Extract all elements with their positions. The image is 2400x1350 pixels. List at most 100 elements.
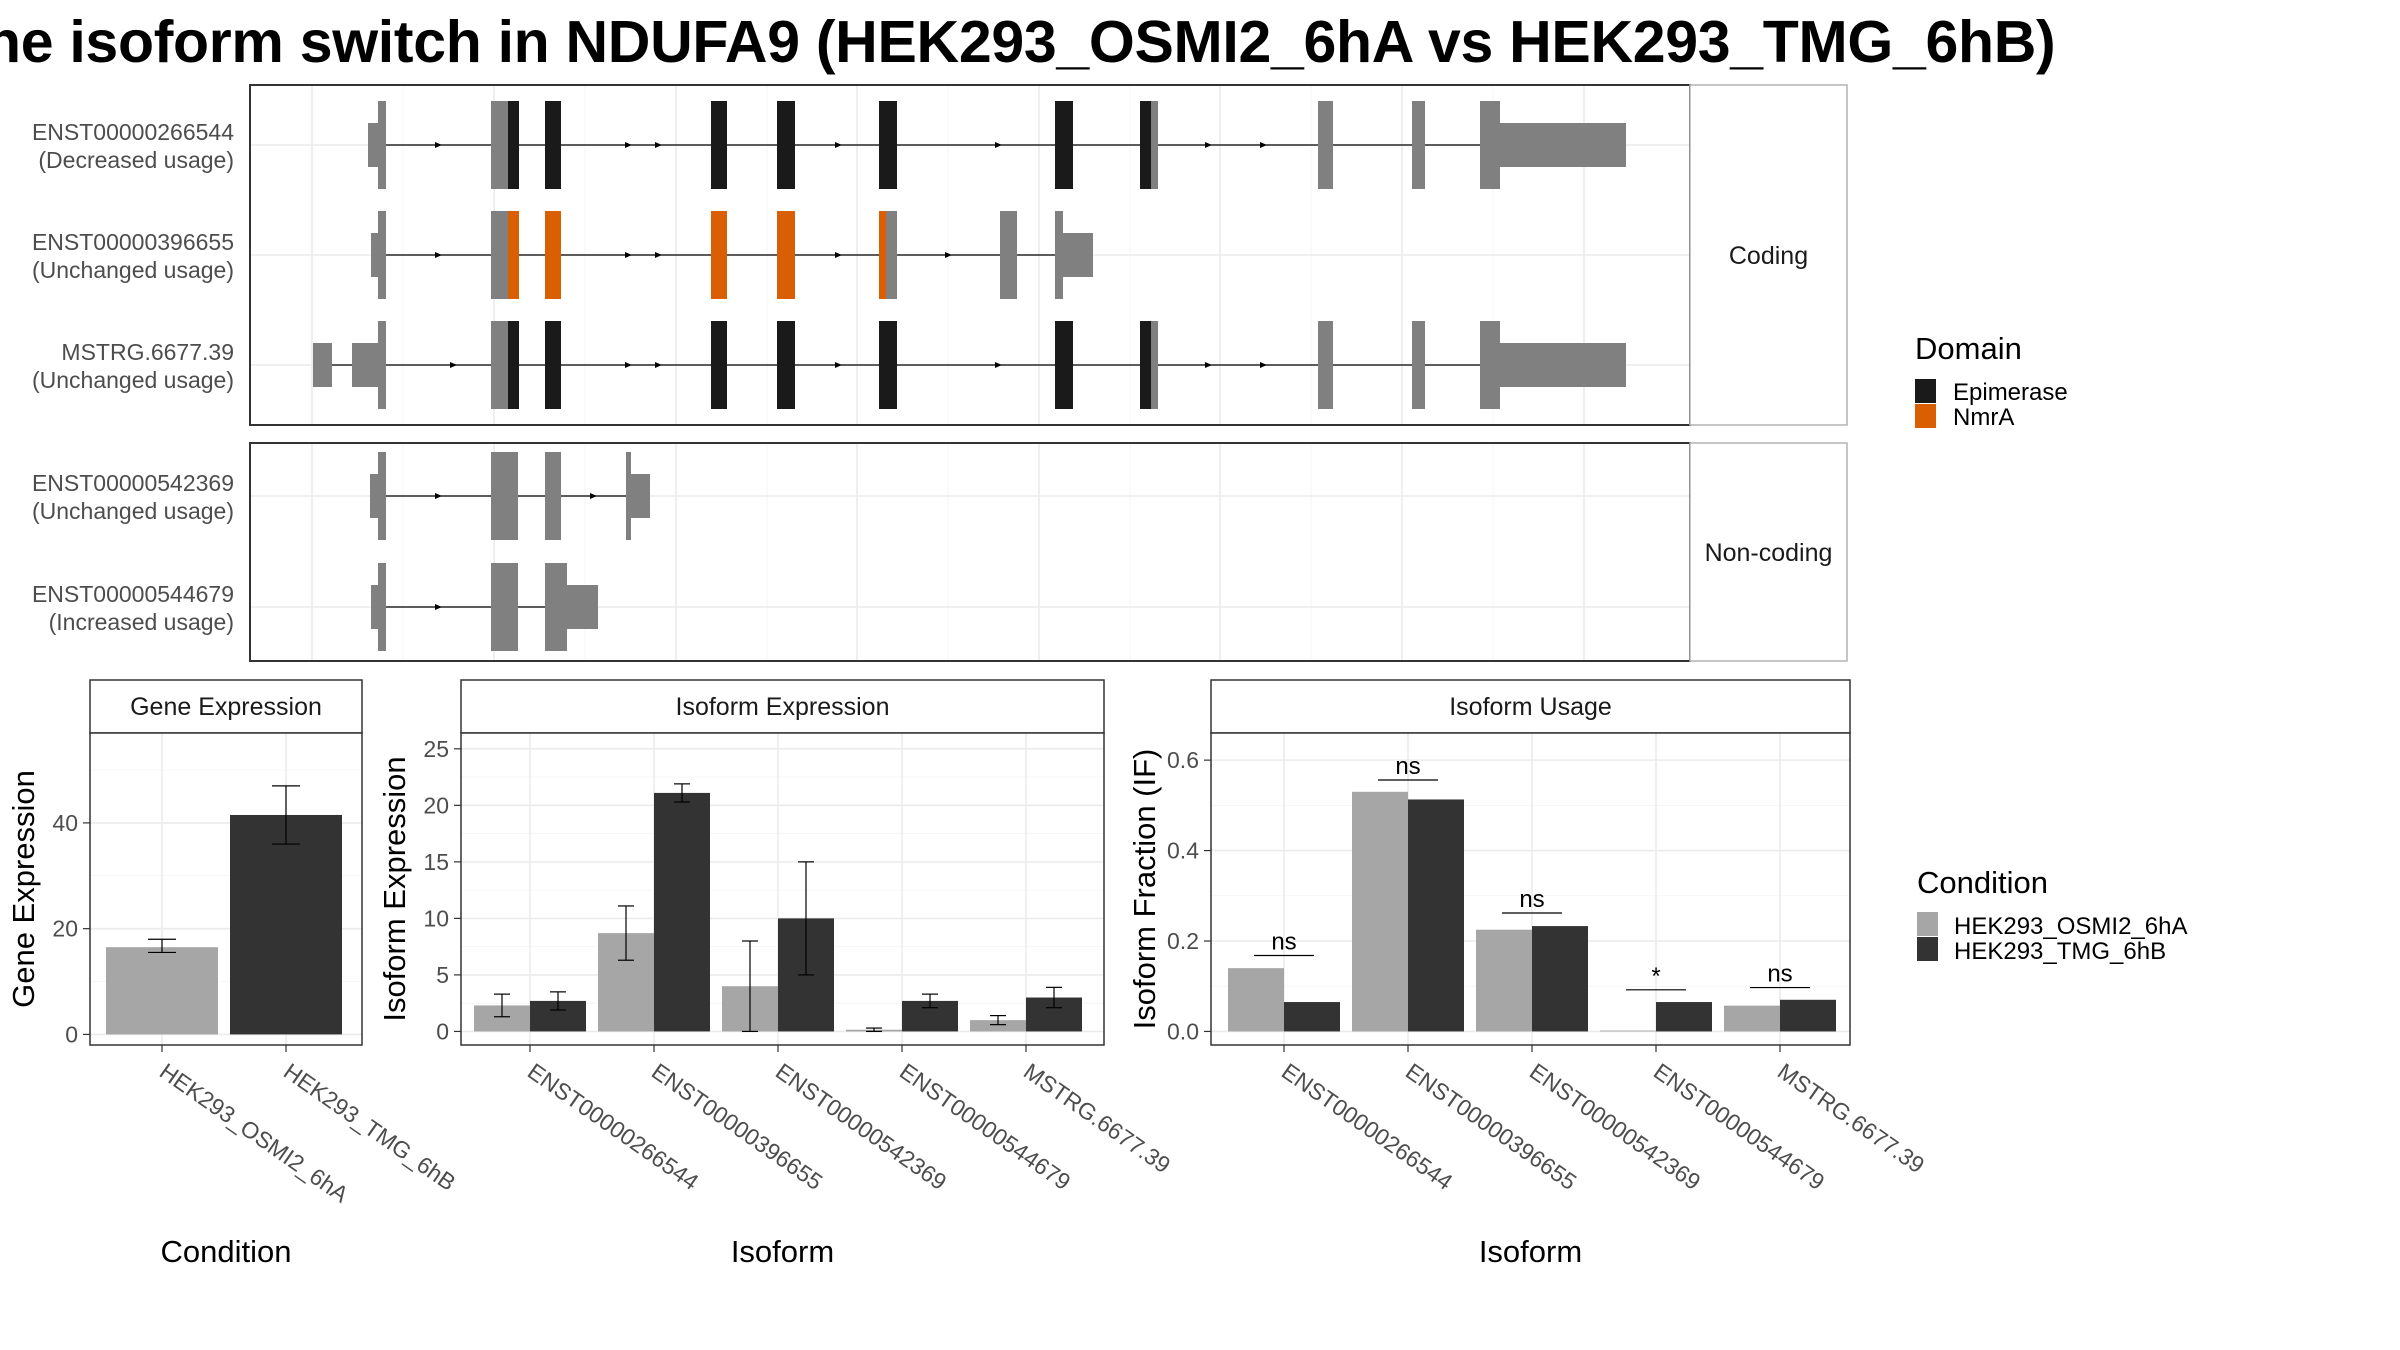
y-tick-label: 0 xyxy=(65,1021,78,1047)
x-axis-title: Isoform xyxy=(1479,1234,1582,1269)
intron-arrow xyxy=(625,142,632,148)
bar xyxy=(1724,1005,1780,1032)
panel-border xyxy=(460,732,1105,1046)
exon-noncoding xyxy=(378,211,386,299)
isoform-usage-label: (Unchanged usage) xyxy=(32,367,234,393)
intron-arrow xyxy=(835,362,842,368)
intron-arrow xyxy=(435,604,442,610)
intron-arrow xyxy=(945,252,952,258)
y-tick-label: 20 xyxy=(423,792,449,818)
exon-domain xyxy=(1055,101,1073,189)
intron-arrow xyxy=(835,142,842,148)
intron-arrow xyxy=(435,252,442,258)
exon-noncoding xyxy=(1318,321,1333,409)
panel-border xyxy=(1210,732,1851,1046)
intron-arrow xyxy=(625,252,632,258)
intron-arrow xyxy=(995,142,1002,148)
bar xyxy=(970,1020,1026,1032)
transcript-track xyxy=(313,321,1626,409)
isoform-usage-label: (Unchanged usage) xyxy=(32,257,234,283)
exon-noncoding xyxy=(1318,101,1333,189)
exon-noncoding xyxy=(631,474,650,518)
legend-label: Epimerase xyxy=(1953,379,2068,406)
exon-noncoding xyxy=(567,585,598,629)
transcript-track xyxy=(368,101,1626,189)
legend-swatch xyxy=(1917,912,1938,936)
significance-label: ns xyxy=(1395,753,1420,780)
y-tick-label: 0.2 xyxy=(1167,928,1199,954)
exon-noncoding xyxy=(1480,101,1500,189)
exon-noncoding xyxy=(313,343,332,387)
exon-noncoding xyxy=(886,211,897,299)
intron-arrow xyxy=(590,493,597,499)
y-tick-label: 5 xyxy=(436,962,449,988)
bar-panel-isoform-expression: Isoform Expression0510152025ENST00000266… xyxy=(377,679,1175,1269)
legend-label: NmrA xyxy=(1953,404,2014,431)
y-axis-title: Gene Expression xyxy=(6,770,41,1008)
isoform-id-label: ENST00000544679 xyxy=(32,581,234,607)
transcript-panel-non-coding: Non-coding ENST00000542369(Unchanged usag… xyxy=(32,442,1848,662)
exon-domain xyxy=(879,211,886,299)
y-tick-label: 10 xyxy=(423,905,449,931)
intron-arrow xyxy=(1205,142,1212,148)
exon-noncoding xyxy=(491,563,518,651)
exon-domain xyxy=(508,321,519,409)
exon-noncoding xyxy=(1000,211,1017,299)
legend-label: HEK293_OSMI2_6hA xyxy=(1954,913,2187,940)
transcript-panel-coding: Coding ENST00000266544(Decreased usage) EN… xyxy=(32,84,1848,426)
bar xyxy=(1656,1002,1712,1032)
intron-arrow xyxy=(450,362,457,368)
exon-noncoding xyxy=(1500,123,1626,167)
exon-domain xyxy=(711,321,727,409)
exon-domain xyxy=(1055,321,1073,409)
exon-noncoding xyxy=(371,233,378,277)
isoform-id-label: ENST00000266544 xyxy=(32,119,234,145)
facet-strip-label: Non-coding xyxy=(1705,539,1833,567)
exon-domain xyxy=(545,101,561,189)
intron-arrow xyxy=(655,362,662,368)
exon-domain xyxy=(711,101,727,189)
legend-swatch xyxy=(1915,379,1936,403)
exon-domain xyxy=(545,321,561,409)
facet-strip-label: Coding xyxy=(1729,242,1808,270)
isoform-usage-label: (Unchanged usage) xyxy=(32,498,234,524)
exon-domain xyxy=(777,101,795,189)
exon-noncoding xyxy=(368,123,378,167)
x-axis-title: Isoform xyxy=(731,1234,834,1269)
transcript-track xyxy=(371,563,598,651)
exon-noncoding xyxy=(378,452,386,540)
y-tick-label: 0.4 xyxy=(1167,838,1199,864)
exon-domain xyxy=(1140,101,1151,189)
bar xyxy=(1284,1002,1340,1032)
bar xyxy=(106,947,218,1035)
panel-strip xyxy=(89,679,363,734)
exon-noncoding xyxy=(371,585,378,629)
exon-noncoding xyxy=(1412,101,1425,189)
exon-domain xyxy=(508,101,519,189)
facet-strip xyxy=(1689,442,1848,662)
x-axis-title: Condition xyxy=(161,1234,292,1269)
bar xyxy=(1780,999,1836,1032)
intron-arrow xyxy=(1260,142,1267,148)
isoform-id-label: ENST00000542369 xyxy=(32,470,234,496)
exon-domain xyxy=(879,101,897,189)
bar xyxy=(1532,926,1588,1032)
bar xyxy=(1228,968,1284,1032)
y-tick-label: 0.6 xyxy=(1167,747,1199,773)
exon-domain xyxy=(545,211,561,299)
intron-arrow xyxy=(655,252,662,258)
exon-noncoding xyxy=(491,321,508,409)
exon-noncoding xyxy=(1151,321,1158,409)
isoform-id-label: ENST00000396655 xyxy=(32,229,234,255)
intron-arrow xyxy=(1260,362,1267,368)
exon-domain xyxy=(777,321,795,409)
bar xyxy=(1408,799,1464,1032)
y-tick-label: 20 xyxy=(52,916,78,942)
y-axis-title: Isoform Fraction (IF) xyxy=(1127,749,1162,1030)
exon-noncoding xyxy=(1055,211,1063,299)
exon-noncoding xyxy=(378,101,386,189)
legend-swatch xyxy=(1915,404,1936,428)
